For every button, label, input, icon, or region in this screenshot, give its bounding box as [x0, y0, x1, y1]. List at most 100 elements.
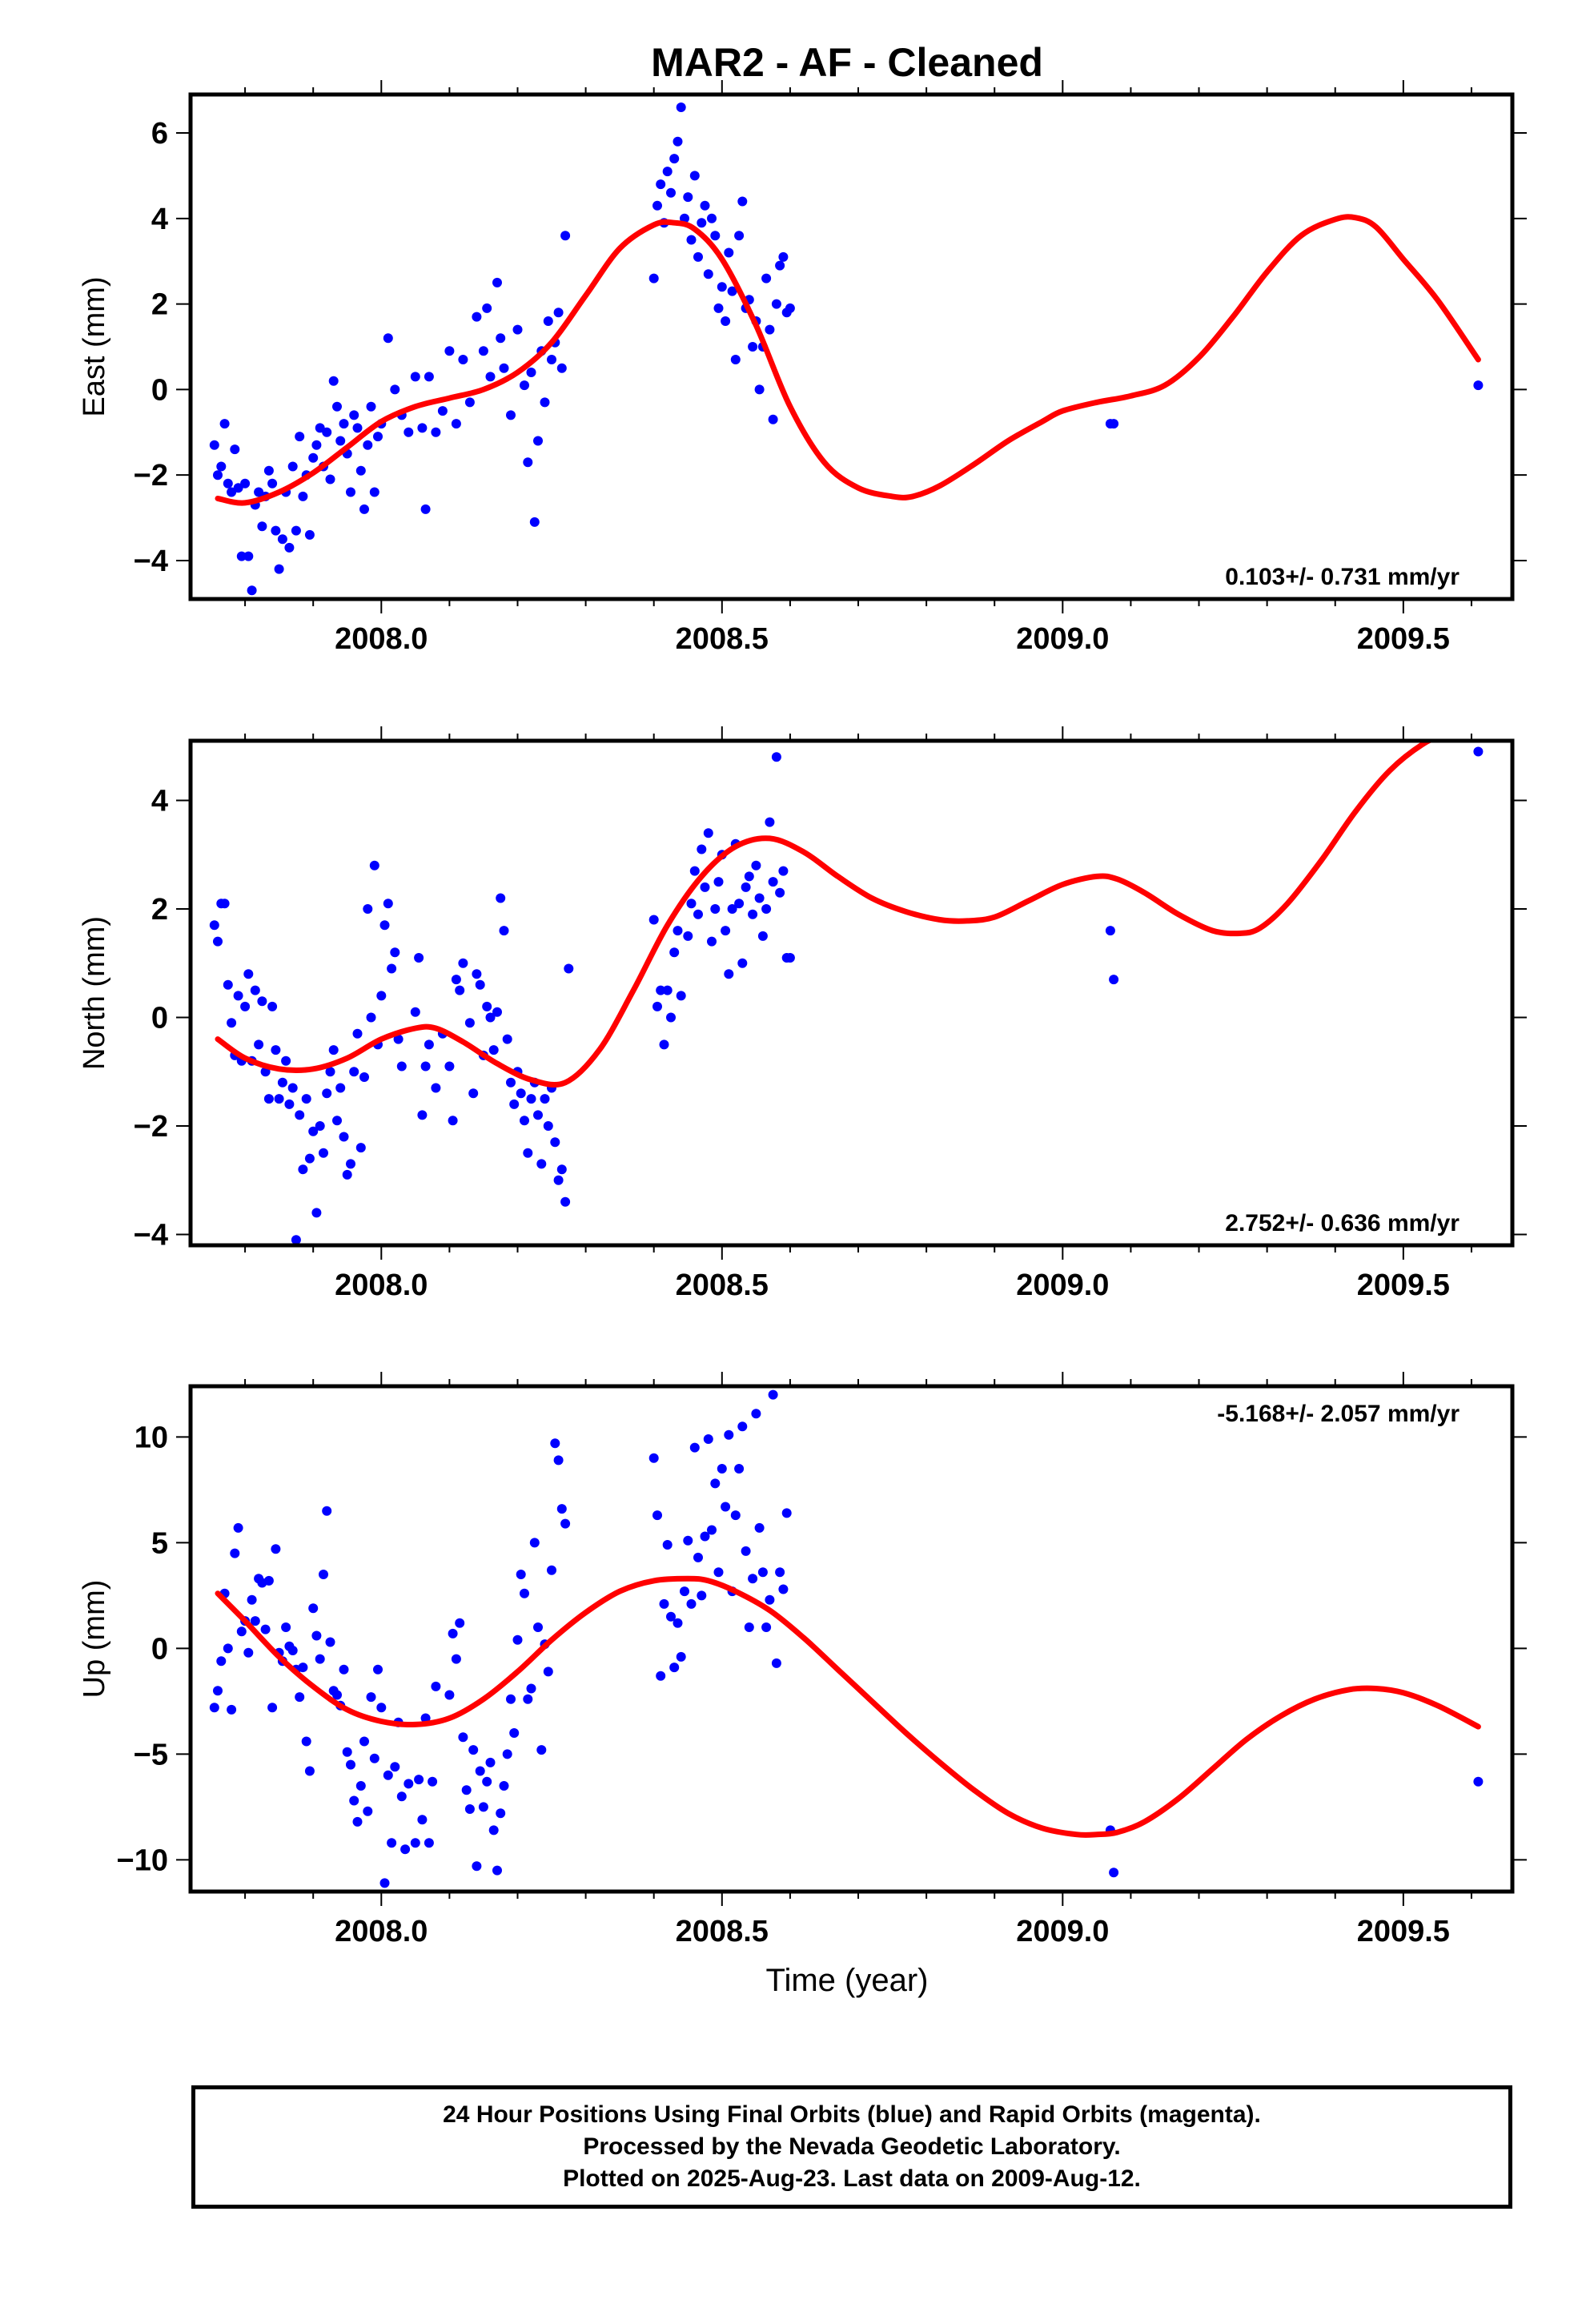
east-data-point [710, 231, 721, 241]
up-data-point [311, 1630, 322, 1641]
north-data-point [697, 844, 707, 854]
east-ytick-label: 4 [151, 203, 168, 236]
north-xtick-label: 2008.5 [676, 1269, 769, 1302]
up-data-point [417, 1815, 428, 1825]
east-data-point [216, 461, 227, 472]
east-ytick-label: 6 [151, 117, 168, 151]
east-data-point [785, 303, 795, 313]
up-data-point [359, 1736, 369, 1747]
north-data-point [284, 1099, 295, 1109]
up-data-point [662, 1540, 673, 1550]
east-data-point [230, 444, 240, 455]
north-data-point [458, 958, 468, 968]
up-data-point [730, 1510, 741, 1521]
east-data-point [311, 440, 322, 450]
north-data-point [383, 899, 393, 909]
north-data-point [666, 1012, 676, 1023]
north-data-point [352, 1028, 363, 1039]
north-data-point [713, 877, 724, 887]
up-rate-label: -5.168+/- 2.057 mm/yr [1217, 1401, 1460, 1427]
north-data-point [271, 1045, 281, 1055]
up-data-point [547, 1565, 556, 1575]
north-data-point [448, 1116, 458, 1126]
east-ytick-label: 0 [151, 373, 168, 407]
east-data-point [771, 299, 781, 309]
up-data-point [509, 1728, 520, 1738]
east-data-point [209, 440, 219, 450]
east-data-point [673, 136, 683, 147]
east-data-point [666, 187, 676, 198]
east-data-point [363, 440, 373, 450]
up-data-point [656, 1671, 666, 1681]
east-data-point [223, 478, 233, 489]
east-plot-frame [188, 92, 1515, 601]
up-data-point [223, 1643, 233, 1654]
north-data-point [455, 985, 465, 995]
up-ytick-label: −5 [134, 1738, 168, 1771]
north-data-point [410, 1007, 420, 1017]
up-data-point [496, 1808, 506, 1819]
up-data-point [461, 1785, 472, 1795]
north-data-point [250, 985, 260, 995]
north-data-point [550, 1137, 560, 1148]
east-data-point [304, 529, 315, 540]
up-data-point [458, 1732, 468, 1743]
up-data-point [659, 1598, 669, 1609]
east-data-point [482, 303, 492, 313]
east-data-point [496, 333, 506, 344]
east-data-point [748, 342, 758, 352]
up-ytick-label: 10 [135, 1421, 168, 1454]
up-data-point [250, 1616, 260, 1626]
east-data-point [472, 312, 482, 322]
east-data-point [284, 542, 295, 553]
north-data-point [520, 1116, 529, 1126]
east-fit-curve [215, 214, 1481, 506]
up-data-point [499, 1781, 509, 1791]
up-data-point [428, 1776, 438, 1787]
north-data-point [703, 828, 713, 838]
footer-box: 24 Hour Positions Using Final Orbits (bl… [191, 2085, 1512, 2209]
north-data-point [464, 1018, 475, 1028]
east-data-point [369, 487, 379, 497]
up-xtick-label: 2008.5 [676, 1915, 769, 1948]
east-data-point [328, 376, 339, 386]
up-data-point [468, 1745, 479, 1755]
north-data-point [363, 904, 373, 914]
north-data-point [277, 1077, 287, 1088]
up-data-point [379, 1878, 390, 1888]
north-y-axis-label: North (mm) [78, 916, 111, 1070]
up-data-point [400, 1844, 411, 1855]
north-data-point [322, 1088, 332, 1099]
up-data-point [556, 1504, 567, 1514]
east-data-point [213, 470, 223, 480]
figure-title: MAR2 - AF - Cleaned [651, 40, 1043, 85]
up-data-point [355, 1781, 366, 1791]
north-data-point [757, 931, 768, 941]
north-data-point [564, 963, 574, 974]
up-data-point [710, 1478, 721, 1489]
up-data-point [683, 1535, 693, 1546]
east-data-point [277, 534, 287, 545]
up-data-point [475, 1766, 485, 1776]
up-data-point [751, 1409, 761, 1419]
east-data-point [506, 410, 516, 420]
north-panel: 2008.0 2008.5 2009.0 2009.5 −4 −2 0 2 4 North (mm… [78, 726, 1527, 1302]
east-data-point [431, 427, 441, 437]
east-data-point [451, 419, 461, 429]
east-data-point [349, 410, 359, 420]
north-data-point [526, 1094, 536, 1104]
up-data-point [680, 1586, 689, 1597]
north-data-point [301, 1094, 311, 1104]
up-xtick-label: 2008.0 [335, 1915, 428, 1948]
north-data-point [686, 899, 697, 909]
north-data-point [778, 866, 789, 876]
up-data-point [301, 1736, 311, 1747]
up-data-point [455, 1618, 465, 1628]
east-data-point [359, 504, 369, 514]
up-data-point [516, 1570, 526, 1579]
north-data-point [396, 1061, 407, 1072]
east-data-point [485, 372, 496, 382]
north-data-point [376, 991, 387, 1001]
up-data-point [771, 1658, 781, 1668]
up-data-point [713, 1567, 724, 1578]
